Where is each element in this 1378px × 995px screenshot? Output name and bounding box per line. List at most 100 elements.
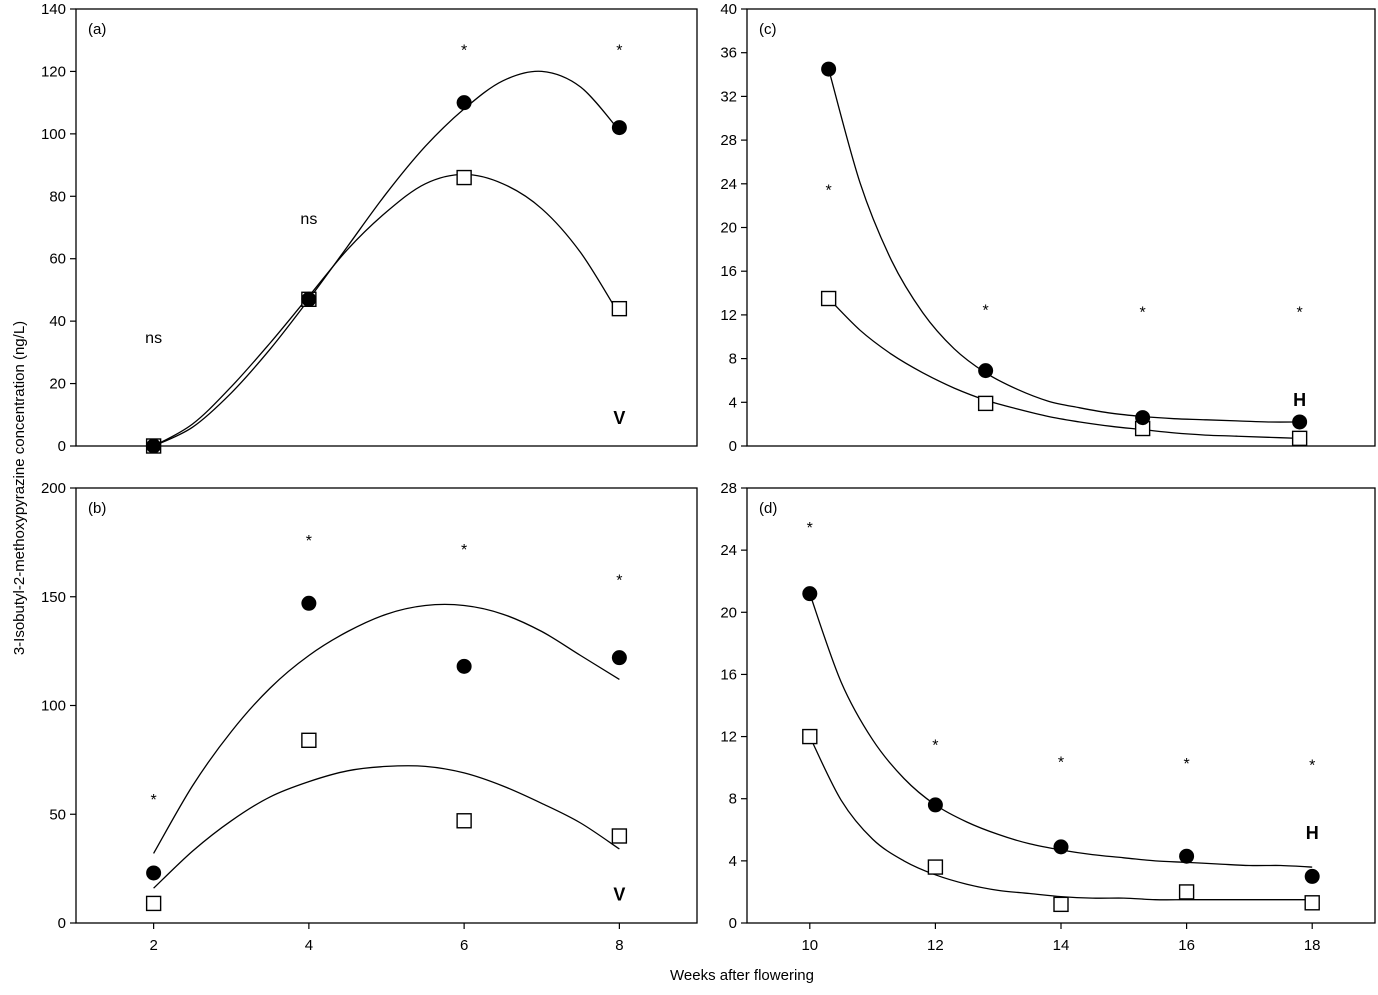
- significance-annotation: *: [983, 302, 989, 319]
- significance-annotation: *: [616, 43, 622, 60]
- data-point-square: [301, 732, 317, 748]
- fitted-curve: [153, 70, 620, 447]
- fitted-curve: [153, 603, 620, 854]
- data-point-circle: [301, 291, 317, 307]
- significance-annotation: *: [826, 182, 832, 199]
- significance-annotation: *: [461, 43, 467, 60]
- significance-annotation: *: [1297, 305, 1303, 322]
- panel-label: (b): [88, 500, 106, 517]
- data-point-circle: [1053, 839, 1069, 855]
- significance-annotation: *: [1140, 305, 1146, 322]
- y-tick-label: 200: [41, 480, 66, 497]
- x-tick-label: 12: [927, 937, 944, 954]
- y-tick-label: 16: [720, 263, 737, 280]
- data-point-circle: [1135, 410, 1151, 426]
- data-point-circle: [1292, 414, 1308, 430]
- data-point-circle: [456, 658, 472, 674]
- data-point-square: [456, 813, 472, 829]
- panel-d: 0 4 8 12 16 20 24 28 10 12 14 16 18 (d) * * * * * H: [720, 480, 1376, 954]
- y-tick-label: 120: [41, 63, 66, 80]
- significance-annotation: *: [1309, 758, 1315, 775]
- data-point-circle: [146, 865, 162, 881]
- significance-annotation: *: [306, 533, 312, 550]
- plot-frame: [75, 487, 698, 924]
- plot-frame: [746, 487, 1376, 924]
- fitted-curve: [828, 298, 1300, 440]
- y-tick-label: 60: [49, 251, 66, 268]
- y-tick-label: 24: [720, 542, 737, 559]
- y-tick-label: 28: [720, 132, 737, 149]
- panel-label: (d): [759, 500, 777, 517]
- data-point-circle: [611, 120, 627, 136]
- y-tick-label: 12: [720, 307, 737, 324]
- data-point-circle: [927, 797, 943, 813]
- y-tick-label: 4: [729, 394, 737, 411]
- data-point-square: [977, 395, 994, 412]
- y-tick-label: 0: [729, 915, 737, 932]
- panel-c: 0 4 8 12 16 20 24 28 32 36 40 (c) * * * * H: [720, 1, 1376, 455]
- y-tick-label: 28: [720, 480, 737, 497]
- y-tick-label: 40: [720, 1, 737, 18]
- x-tick-label: 18: [1304, 937, 1321, 954]
- x-tick-label: 14: [1053, 937, 1070, 954]
- data-point-square: [456, 169, 472, 186]
- x-tick-label: 4: [305, 937, 313, 954]
- significance-annotation: *: [461, 542, 467, 559]
- data-point-square: [611, 828, 628, 844]
- y-tick-label: 24: [720, 176, 737, 193]
- data-point-square: [802, 728, 818, 745]
- significance-annotation: *: [616, 572, 622, 589]
- fitted-curve: [827, 68, 1300, 423]
- x-axis-title: Weeks after flowering: [670, 967, 814, 984]
- y-tick-label: 8: [729, 791, 737, 808]
- y-tick-label: 100: [41, 698, 66, 715]
- significance-annotation: V: [613, 408, 625, 428]
- y-tick-label: 16: [720, 666, 737, 683]
- data-point-circle: [1304, 868, 1320, 884]
- y-tick-label: 8: [729, 351, 737, 368]
- y-tick-label: 4: [729, 853, 737, 870]
- data-point-circle: [802, 586, 818, 602]
- plot-frame: [746, 8, 1376, 447]
- y-tick-label: 32: [720, 88, 737, 105]
- panel-label: (c): [759, 21, 777, 38]
- y-axis-title: 3-Isobutyl-2-methoxypyrazine concentrati…: [11, 321, 28, 655]
- y-tick-label: 36: [720, 45, 737, 62]
- fitted-curve: [809, 593, 1313, 868]
- data-point-square: [1291, 430, 1308, 447]
- y-tick-label: 0: [729, 438, 737, 455]
- data-point-circle: [456, 95, 472, 111]
- data-point-square: [1304, 895, 1320, 911]
- data-point-square: [820, 290, 837, 307]
- significance-annotation: H: [1293, 390, 1306, 410]
- y-tick-label: 150: [41, 589, 66, 606]
- significance-annotation: ns: [145, 330, 162, 347]
- x-tick-label: 10: [801, 937, 818, 954]
- significance-annotation: *: [1058, 754, 1064, 771]
- data-point-circle: [978, 363, 994, 379]
- panel-a: 0 20 40 60 80 100 120 140 (a) ns ns * * V: [41, 1, 698, 455]
- y-tick-label: 12: [720, 729, 737, 746]
- significance-annotation: *: [1183, 756, 1189, 773]
- y-tick-label: 20: [49, 376, 66, 393]
- panel-label: (a): [88, 21, 106, 38]
- x-tick-label: 8: [615, 937, 623, 954]
- y-tick-label: 20: [720, 604, 737, 621]
- data-point-circle: [821, 61, 837, 77]
- significance-annotation: V: [613, 885, 625, 905]
- data-point-circle: [146, 438, 162, 454]
- significance-annotation: ns: [300, 211, 317, 228]
- data-point-square: [145, 895, 162, 912]
- significance-annotation: *: [807, 520, 813, 537]
- y-tick-label: 0: [58, 915, 66, 932]
- panel-b: 0 50 100 150 200 2 4 6 8 (b) * * * * V: [41, 480, 698, 954]
- fitted-curve: [153, 173, 620, 447]
- fitted-curve: [809, 736, 1313, 901]
- plot-frame: [75, 8, 698, 447]
- x-tick-label: 16: [1178, 937, 1195, 954]
- fitted-curve: [153, 765, 620, 889]
- data-point-circle: [611, 650, 627, 666]
- y-tick-label: 50: [49, 806, 66, 823]
